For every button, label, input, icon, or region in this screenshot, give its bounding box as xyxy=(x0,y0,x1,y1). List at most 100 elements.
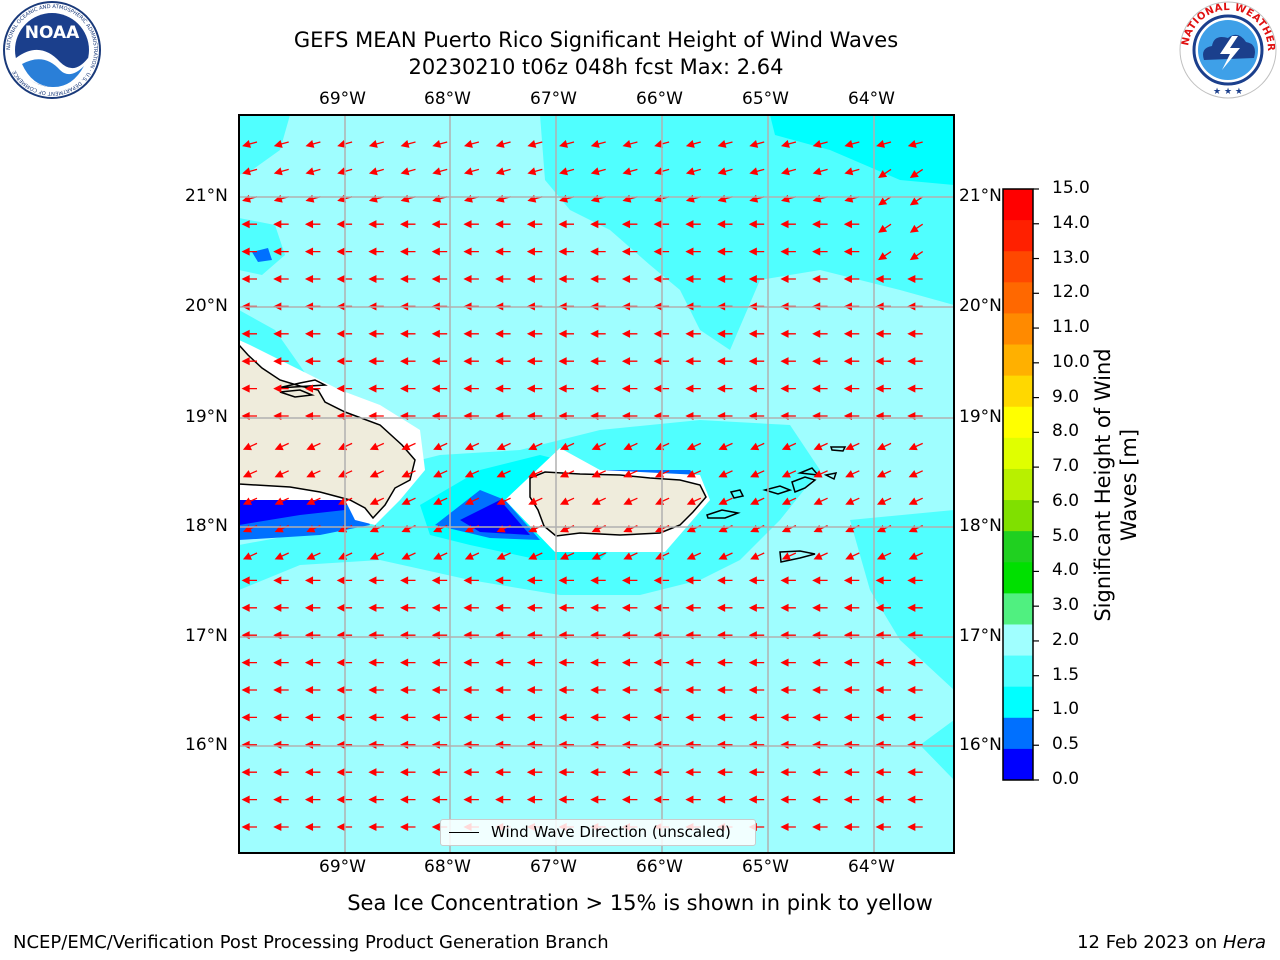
lon-label-top: 65°W xyxy=(742,89,789,109)
wave-direction-arrow xyxy=(623,442,638,451)
chart-subtitle: 20230210 t06z 048h fcst Max: 2.64 xyxy=(408,55,784,79)
wave-direction-arrow xyxy=(875,658,891,667)
wave-direction-arrow xyxy=(496,497,511,505)
wave-direction-arrow xyxy=(368,576,384,585)
colorbar-tick-label: 0.5 xyxy=(1052,734,1080,755)
colorbar-segment xyxy=(1003,686,1033,719)
wave-direction-arrow xyxy=(748,603,765,612)
wave-direction-arrow xyxy=(748,329,765,338)
wave-band-south-corner xyxy=(920,720,954,780)
wave-direction-arrow xyxy=(907,357,923,366)
wave-direction-arrow xyxy=(748,795,765,804)
wave-direction-arrow xyxy=(368,329,384,338)
wave-direction-arrow xyxy=(843,247,860,256)
wave-direction-arrow xyxy=(750,552,765,560)
wave-direction-arrow xyxy=(812,274,828,284)
wave-direction-arrow xyxy=(812,384,828,393)
wave-direction-arrow xyxy=(463,220,479,229)
land-anegada xyxy=(829,446,847,452)
wave-direction-arrow xyxy=(907,603,923,612)
wave-direction-arrow xyxy=(304,357,321,366)
map-frame xyxy=(238,114,955,854)
wave-band-0p0-a xyxy=(239,500,345,525)
wave-direction-arrow xyxy=(463,274,479,284)
wave-direction-arrow xyxy=(431,713,448,722)
wave-direction-arrow xyxy=(304,658,321,667)
wave-direction-arrow xyxy=(780,658,796,667)
wave-direction-arrow xyxy=(273,685,289,695)
wave-direction-arrow xyxy=(495,329,511,338)
wave-direction-arrow xyxy=(812,247,828,256)
wave-direction-arrow xyxy=(526,685,543,695)
wave-direction-arrow xyxy=(717,768,733,777)
wave-direction-arrow xyxy=(780,685,796,695)
colorbar-tick-label: 13.0 xyxy=(1052,247,1090,268)
lat-label-left: 17°N xyxy=(185,626,228,646)
colorbar-segment xyxy=(1003,468,1033,501)
wave-direction-arrow xyxy=(685,140,701,148)
wave-direction-arrow xyxy=(750,442,765,451)
colorbar-tick-label: 8.0 xyxy=(1052,421,1080,442)
wave-direction-arrow xyxy=(813,552,828,560)
wave-direction-arrow xyxy=(526,220,543,229)
lon-label-top: 69°W xyxy=(319,89,366,109)
colorbar-tick-label: 2.0 xyxy=(1052,629,1080,650)
wave-direction-arrow xyxy=(526,603,543,612)
wave-direction-arrow xyxy=(242,167,258,176)
wave-direction-arrow xyxy=(273,247,289,256)
wave-direction-arrow xyxy=(875,768,891,777)
wave-direction-arrow xyxy=(304,768,321,777)
lon-label-top: 68°W xyxy=(424,89,471,109)
wave-direction-arrow xyxy=(526,274,543,284)
wave-direction-arrow xyxy=(273,713,289,722)
wave-direction-arrow xyxy=(878,223,892,233)
wave-direction-arrow xyxy=(431,603,448,612)
wave-direction-arrow xyxy=(621,247,638,256)
wave-direction-arrow xyxy=(843,685,860,695)
wave-direction-arrow xyxy=(621,795,638,804)
wave-direction-arrow xyxy=(621,384,638,393)
wave-direction-arrow xyxy=(843,220,860,229)
wave-direction-arrow xyxy=(495,167,511,176)
wave-direction-arrow xyxy=(621,713,638,722)
wave-direction-arrow xyxy=(875,685,891,695)
wave-direction-arrow xyxy=(685,220,701,229)
wave-direction-arrow xyxy=(496,470,511,478)
wave-direction-arrow xyxy=(781,497,797,505)
wave-direction-arrow xyxy=(717,384,733,393)
land-st-croix xyxy=(779,550,816,563)
wave-direction-arrow xyxy=(621,658,638,667)
wave-direction-arrow xyxy=(621,329,638,338)
wave-direction-arrow xyxy=(621,603,638,612)
wave-direction-arrow xyxy=(686,552,702,560)
colorbar-segment xyxy=(1003,406,1033,439)
land-virgin-islands-b xyxy=(791,476,817,494)
wave-direction-arrow xyxy=(843,357,860,366)
wave-direction-arrow xyxy=(812,603,828,612)
wave-direction-arrow xyxy=(400,685,416,695)
nws-logo: NATIONAL WEATHER SERVICE ★ ★ ★ xyxy=(1176,0,1277,99)
colorbar-segment xyxy=(1003,251,1033,283)
wave-direction-arrow xyxy=(780,384,796,393)
wave-direction-arrow xyxy=(622,167,638,176)
wave-direction-arrow xyxy=(431,768,448,777)
colorbar-label: Significant Height of Wind Waves [m] xyxy=(1091,348,1141,622)
svg-text:★ ★ ★: ★ ★ ★ xyxy=(1213,87,1243,97)
wave-direction-arrow xyxy=(780,220,796,229)
wave-direction-arrow xyxy=(433,552,448,560)
wave-direction-arrow xyxy=(273,167,289,176)
wave-direction-arrow xyxy=(843,713,860,722)
wave-direction-arrow xyxy=(781,470,797,478)
wave-direction-arrow xyxy=(907,713,923,722)
wave-direction-arrow xyxy=(875,603,891,612)
colorbar-segment xyxy=(1003,717,1033,750)
svg-text:NOAA: NOAA xyxy=(25,23,80,43)
wave-direction-arrow xyxy=(464,497,480,505)
wave-direction-arrow xyxy=(464,470,480,478)
wave-direction-arrow xyxy=(241,220,257,229)
wave-direction-arrow xyxy=(812,658,828,667)
colorbar-segment xyxy=(1003,313,1033,346)
wave-direction-arrow xyxy=(431,685,448,695)
wave-direction-arrow xyxy=(495,768,511,777)
wave-direction-arrow xyxy=(304,247,321,256)
